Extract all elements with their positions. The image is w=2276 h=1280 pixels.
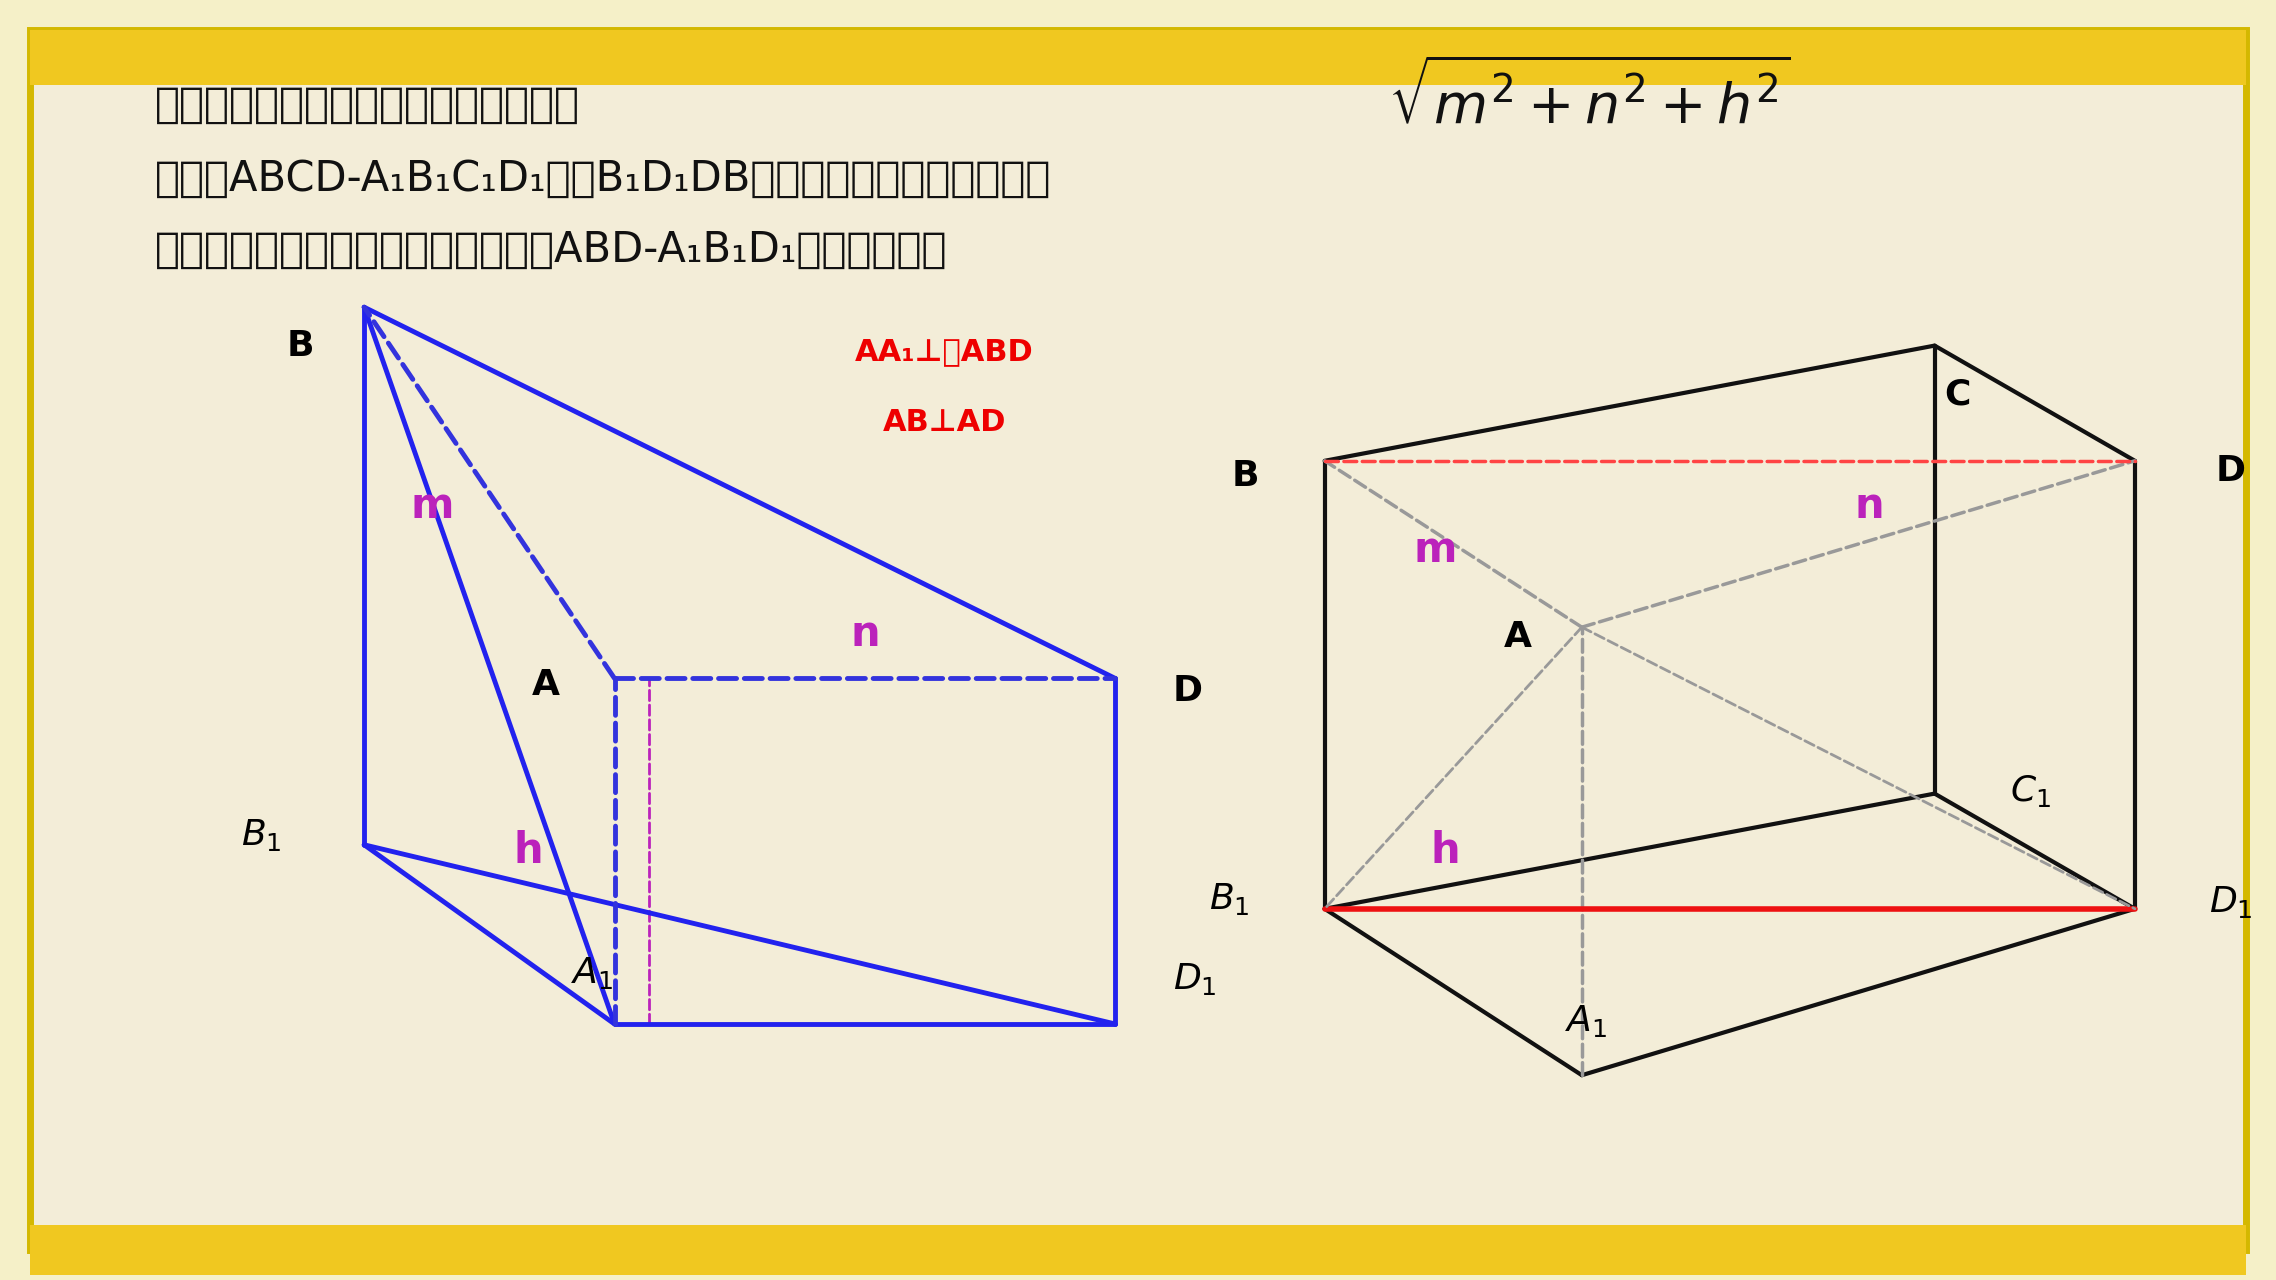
Bar <box>30 1225 2246 1275</box>
Text: $\sqrt{m^2+n^2+h^2}$: $\sqrt{m^2+n^2+h^2}$ <box>1388 61 1791 136</box>
Text: h: h <box>1429 831 1461 872</box>
Text: 外接球相同，故三棱柱的外接球直径为: 外接球相同，故三棱柱的外接球直径为 <box>155 84 580 125</box>
Text: $D_1$: $D_1$ <box>1172 961 1218 997</box>
Text: A: A <box>1504 621 1532 654</box>
Text: h: h <box>512 831 544 872</box>
Text: $A_1$: $A_1$ <box>571 955 612 991</box>
Text: m: m <box>1413 530 1457 571</box>
Text: C: C <box>1944 378 1971 411</box>
Text: AB⊥AD: AB⊥AD <box>883 408 1006 436</box>
Text: 长方体ABCD-A₁B₁C₁D₁沿面B₁D₁DB切割成两半得到，故它们的: 长方体ABCD-A₁B₁C₁D₁沿面B₁D₁DB切割成两半得到，故它们的 <box>155 159 1052 200</box>
Text: B: B <box>1231 460 1259 493</box>
Text: $C_1$: $C_1$ <box>2010 773 2051 809</box>
Text: $D_1$: $D_1$ <box>2208 884 2253 920</box>
Text: m: m <box>410 485 455 526</box>
Text: AA₁⊥面ABD: AA₁⊥面ABD <box>856 338 1033 366</box>
Text: 如图，底面是直角三角形的直三棱柱ABD-A₁B₁D₁可以看成是由: 如图，底面是直角三角形的直三棱柱ABD-A₁B₁D₁可以看成是由 <box>155 229 947 270</box>
Text: $B_1$: $B_1$ <box>241 817 282 852</box>
Text: B: B <box>287 329 314 362</box>
Text: n: n <box>849 613 881 654</box>
Text: A: A <box>533 668 560 701</box>
Text: $A_1$: $A_1$ <box>1566 1004 1607 1039</box>
Bar <box>30 29 2246 84</box>
Text: n: n <box>1855 485 1885 526</box>
Text: D: D <box>1172 675 1204 708</box>
Text: D: D <box>2215 454 2246 488</box>
Text: $B_1$: $B_1$ <box>1209 881 1250 916</box>
